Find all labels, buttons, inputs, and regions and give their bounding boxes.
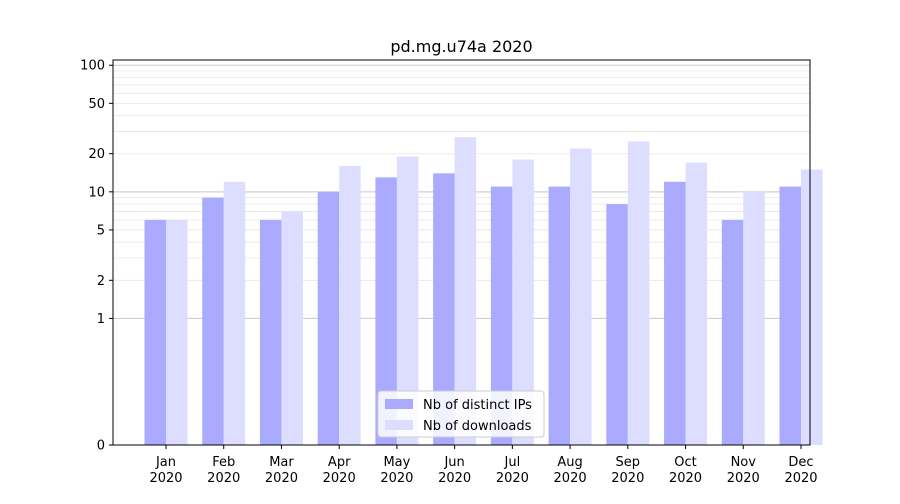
bar-downloads bbox=[685, 162, 708, 445]
bar-distinct-ips bbox=[259, 219, 282, 445]
x-tick-label: Nov 2020 bbox=[727, 455, 760, 486]
x-tick-label: Aug 2020 bbox=[554, 455, 587, 486]
y-tick-label: 100 bbox=[80, 59, 105, 74]
x-tick-label: May 2020 bbox=[380, 455, 413, 486]
y-tick-label: 5 bbox=[97, 223, 105, 238]
bar-downloads bbox=[627, 141, 650, 445]
bar-layer bbox=[144, 137, 823, 446]
bar-downloads bbox=[570, 148, 592, 445]
bar-distinct-ips bbox=[664, 181, 686, 445]
bar-distinct-ips bbox=[779, 186, 801, 446]
bar-distinct-ips bbox=[144, 219, 166, 445]
bar-distinct-ips bbox=[606, 204, 628, 445]
x-tick-label: Sep 2020 bbox=[611, 455, 644, 486]
x-tick-label: Dec 2020 bbox=[784, 455, 817, 486]
legend-label: Nb of distinct IPs bbox=[423, 398, 532, 413]
bar-distinct-ips bbox=[721, 219, 744, 445]
y-tick-label: 0 bbox=[97, 439, 105, 454]
x-tick-label: Mar 2020 bbox=[265, 455, 298, 486]
x-tick-label: Feb 2020 bbox=[207, 455, 240, 486]
bar-downloads bbox=[166, 219, 188, 445]
x-tick-label: Oct 2020 bbox=[669, 455, 702, 486]
x-tick-label: Jul 2020 bbox=[496, 455, 529, 486]
x-tick-label: Jun 2020 bbox=[438, 455, 471, 486]
y-tick-label: 1 bbox=[97, 312, 105, 327]
bar-distinct-ips bbox=[375, 177, 397, 446]
legend-label: Nb of downloads bbox=[423, 419, 532, 434]
bar-distinct-ips bbox=[548, 186, 571, 446]
y-tick-label: 20 bbox=[88, 147, 105, 162]
bar-distinct-ips bbox=[317, 191, 340, 445]
x-tick-label: Apr 2020 bbox=[323, 455, 356, 486]
bar-downloads bbox=[454, 137, 477, 446]
bar-downloads bbox=[743, 191, 765, 445]
y-tick-label: 2 bbox=[97, 274, 105, 289]
bar-distinct-ips bbox=[490, 186, 513, 446]
legend: Nb of distinct IPs Nb of downloads bbox=[377, 390, 545, 438]
legend-box bbox=[377, 390, 545, 438]
y-tick-label: 10 bbox=[88, 185, 105, 200]
bar-downloads bbox=[512, 159, 534, 445]
plot-frame bbox=[112, 59, 811, 446]
bar-downloads bbox=[339, 165, 361, 446]
legend-swatch bbox=[385, 420, 413, 430]
bar-distinct-ips bbox=[202, 197, 224, 445]
chart-title: pd.mg.u74a 2020 bbox=[390, 37, 532, 56]
x-tick-label: Jan 2020 bbox=[149, 455, 182, 486]
bar-downloads bbox=[223, 181, 246, 445]
bar-downloads bbox=[396, 156, 419, 446]
y-tick-label: 50 bbox=[88, 97, 105, 112]
bar-downloads bbox=[281, 211, 303, 445]
bar-downloads bbox=[801, 169, 823, 445]
legend-swatch bbox=[385, 399, 413, 409]
axis-layer: 0 1 2 5 10 20 50 100 Jan 2020 Feb 2020 Mar 2020 Apr 202… bbox=[80, 59, 817, 486]
bar-distinct-ips bbox=[433, 173, 455, 445]
